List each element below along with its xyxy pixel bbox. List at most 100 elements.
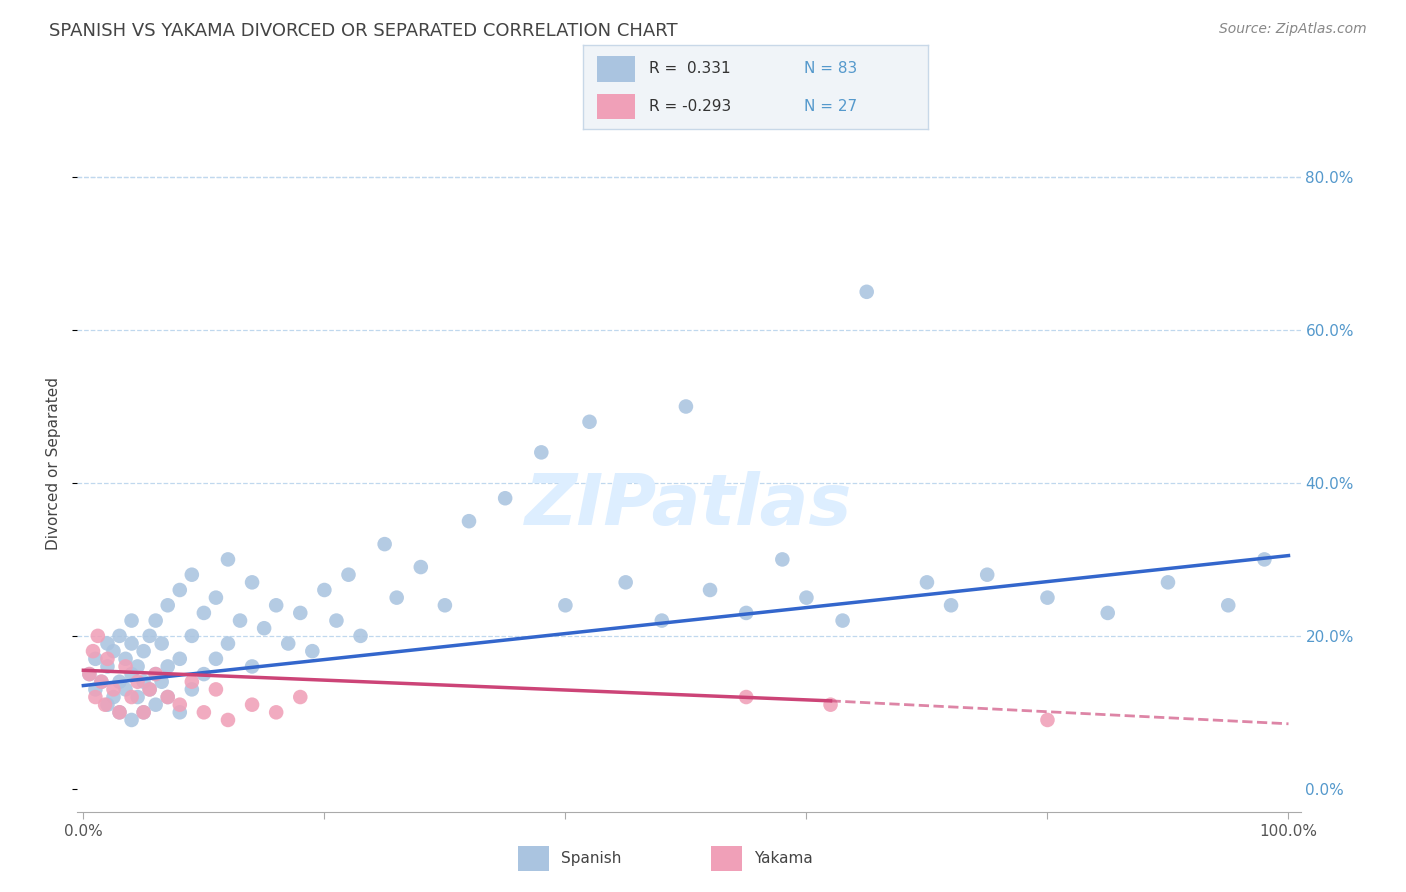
Point <box>103 644 125 658</box>
Point <box>458 514 481 528</box>
Point <box>90 674 112 689</box>
Point <box>180 567 202 582</box>
Point <box>96 652 118 666</box>
Point <box>699 582 721 597</box>
Point <box>337 567 360 582</box>
FancyBboxPatch shape <box>598 94 636 120</box>
Point <box>138 682 160 697</box>
Point <box>264 599 287 613</box>
Point <box>94 698 117 712</box>
Point <box>1218 599 1240 613</box>
Point <box>103 682 125 697</box>
Point <box>87 629 110 643</box>
Point <box>433 599 456 613</box>
Point <box>90 674 112 689</box>
Point <box>145 667 167 681</box>
Point <box>217 552 239 566</box>
Point <box>253 621 276 635</box>
Point <box>193 667 215 681</box>
Point <box>132 706 155 720</box>
Point <box>385 591 408 605</box>
Point <box>150 636 173 650</box>
Point <box>127 690 149 704</box>
Point <box>156 690 179 704</box>
Point <box>374 537 396 551</box>
Point <box>79 667 101 681</box>
Point <box>127 674 149 689</box>
Point <box>240 698 263 712</box>
Text: N = 83: N = 83 <box>804 62 858 76</box>
Point <box>84 682 107 697</box>
Point <box>1157 575 1180 590</box>
Text: R = -0.293: R = -0.293 <box>650 98 731 113</box>
Point <box>409 560 432 574</box>
Text: ZIPatlas: ZIPatlas <box>526 471 852 540</box>
Point <box>290 690 312 704</box>
Point <box>217 636 239 650</box>
Point <box>132 674 155 689</box>
Point <box>180 682 202 697</box>
Point <box>132 644 155 658</box>
Point <box>138 629 160 643</box>
Point <box>264 706 287 720</box>
Point <box>84 652 107 666</box>
Point <box>156 659 179 673</box>
Point <box>156 690 179 704</box>
Point <box>156 599 179 613</box>
Point <box>169 698 191 712</box>
Point <box>114 682 136 697</box>
Point <box>494 491 516 506</box>
Point <box>108 674 131 689</box>
Point <box>675 400 697 414</box>
Text: Spanish: Spanish <box>561 851 621 866</box>
Point <box>349 629 371 643</box>
Point <box>301 644 323 658</box>
Point <box>79 667 101 681</box>
Point <box>96 659 118 673</box>
Point <box>193 606 215 620</box>
Point <box>240 575 263 590</box>
Y-axis label: Divorced or Separated: Divorced or Separated <box>45 377 60 550</box>
Point <box>217 713 239 727</box>
Point <box>145 614 167 628</box>
Point <box>205 682 228 697</box>
Point <box>108 706 131 720</box>
Point <box>578 415 600 429</box>
Point <box>976 567 998 582</box>
Point <box>169 706 191 720</box>
Point <box>82 644 104 658</box>
Point <box>84 690 107 704</box>
Point <box>1036 591 1059 605</box>
Point <box>855 285 877 299</box>
Point <box>205 652 228 666</box>
Point <box>1097 606 1119 620</box>
Point <box>530 445 553 459</box>
Point <box>831 614 853 628</box>
Point <box>735 690 758 704</box>
Point <box>651 614 673 628</box>
Point <box>96 698 118 712</box>
Point <box>121 713 143 727</box>
Point <box>614 575 637 590</box>
Text: R =  0.331: R = 0.331 <box>650 62 731 76</box>
Point <box>138 682 160 697</box>
Text: N = 27: N = 27 <box>804 98 858 113</box>
Point <box>180 629 202 643</box>
Point <box>205 591 228 605</box>
Text: Source: ZipAtlas.com: Source: ZipAtlas.com <box>1219 22 1367 37</box>
Point <box>820 698 842 712</box>
Text: SPANISH VS YAKAMA DIVORCED OR SEPARATED CORRELATION CHART: SPANISH VS YAKAMA DIVORCED OR SEPARATED … <box>49 22 678 40</box>
Point <box>121 690 143 704</box>
FancyBboxPatch shape <box>517 847 550 871</box>
Point <box>1253 552 1275 566</box>
Point <box>145 698 167 712</box>
Point <box>939 599 962 613</box>
Point <box>132 706 155 720</box>
Point <box>314 582 336 597</box>
Point <box>193 706 215 720</box>
Point <box>145 667 167 681</box>
Point <box>554 599 576 613</box>
Point <box>770 552 793 566</box>
Point <box>796 591 818 605</box>
Point <box>169 652 191 666</box>
